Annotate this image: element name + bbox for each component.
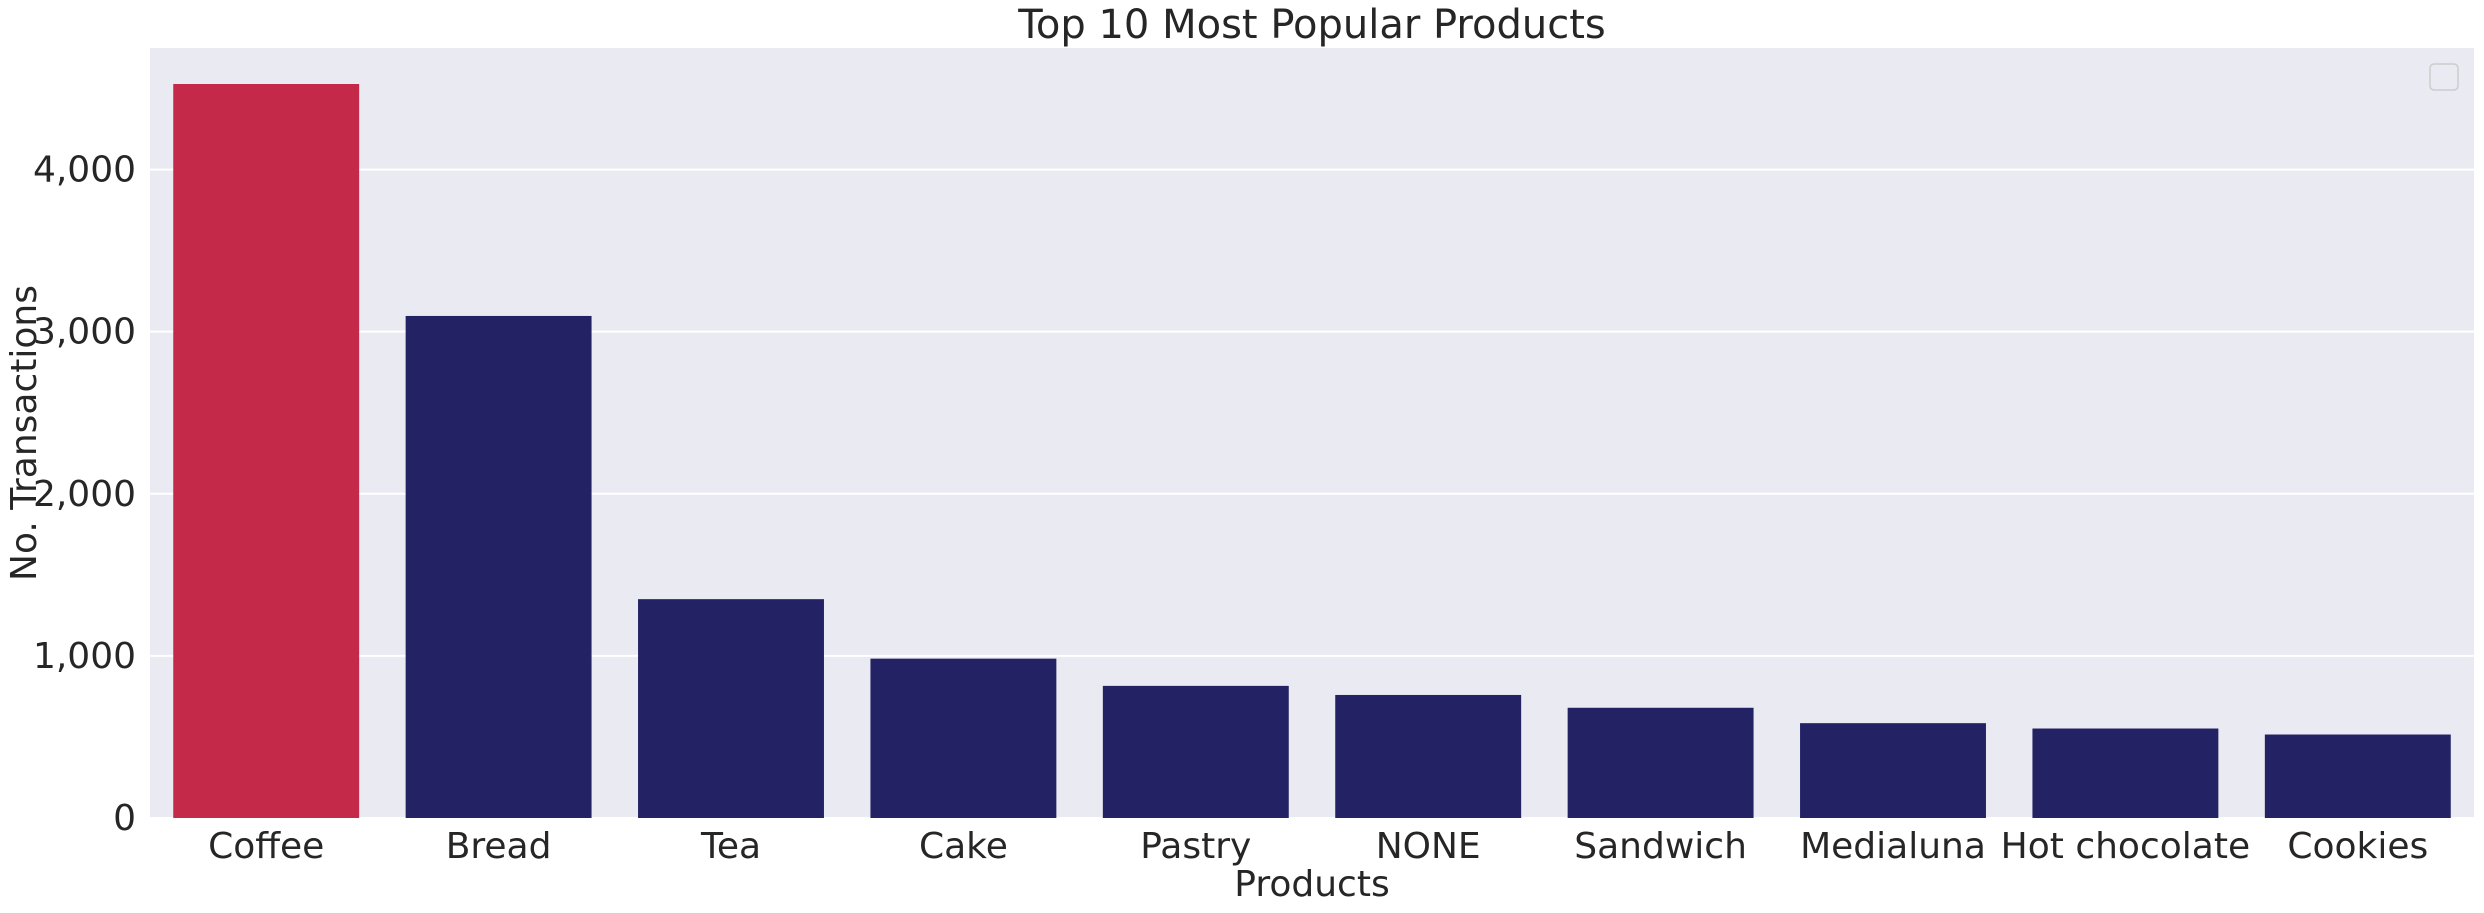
y-tick-label: 3,000 [33,312,136,353]
chart-title: Top 10 Most Popular Products [1017,2,1605,48]
x-tick-label: Tea [700,826,761,867]
y-tick-label: 4,000 [33,150,136,191]
bar-none [1335,694,1522,818]
x-tick-label: Sandwich [1574,826,1747,867]
x-axis-label: Products [1234,864,1389,905]
bars [173,83,2451,818]
x-tick-label: Medialuna [1800,826,1986,867]
bar-coffee [173,83,360,818]
y-tick-labels: 0 1,000 2,000 3,000 4,000 [33,150,136,839]
x-tick-label: Hot chocolate [2001,826,2250,867]
x-tick-label: Coffee [208,826,324,867]
bar-cookies [2264,734,2451,818]
bar-hot-chocolate [2032,728,2219,818]
bar-bread [405,315,592,818]
x-tick-label: NONE [1376,826,1481,867]
bar-tea [638,599,824,818]
y-tick-label: 2,000 [33,474,136,515]
y-axis-label: No. Transactions [4,285,45,581]
y-tick-label: 0 [113,798,136,839]
x-tick-label: Pastry [1140,826,1251,867]
x-tick-label: Bread [446,826,552,867]
legend-box [2429,63,2459,91]
bar-medialuna [1800,723,1986,818]
x-tick-label: Cake [919,826,1008,867]
x-tick-label: Cookies [2287,826,2428,867]
bar-sandwich [1567,707,1754,818]
y-tick-label: 1,000 [33,636,136,677]
bar-cake [870,658,1057,818]
bar-pastry [1102,685,1289,818]
x-tick-labels: Coffee Bread Tea Cake Pastry NONE Sandwich Medi… [208,826,2428,867]
